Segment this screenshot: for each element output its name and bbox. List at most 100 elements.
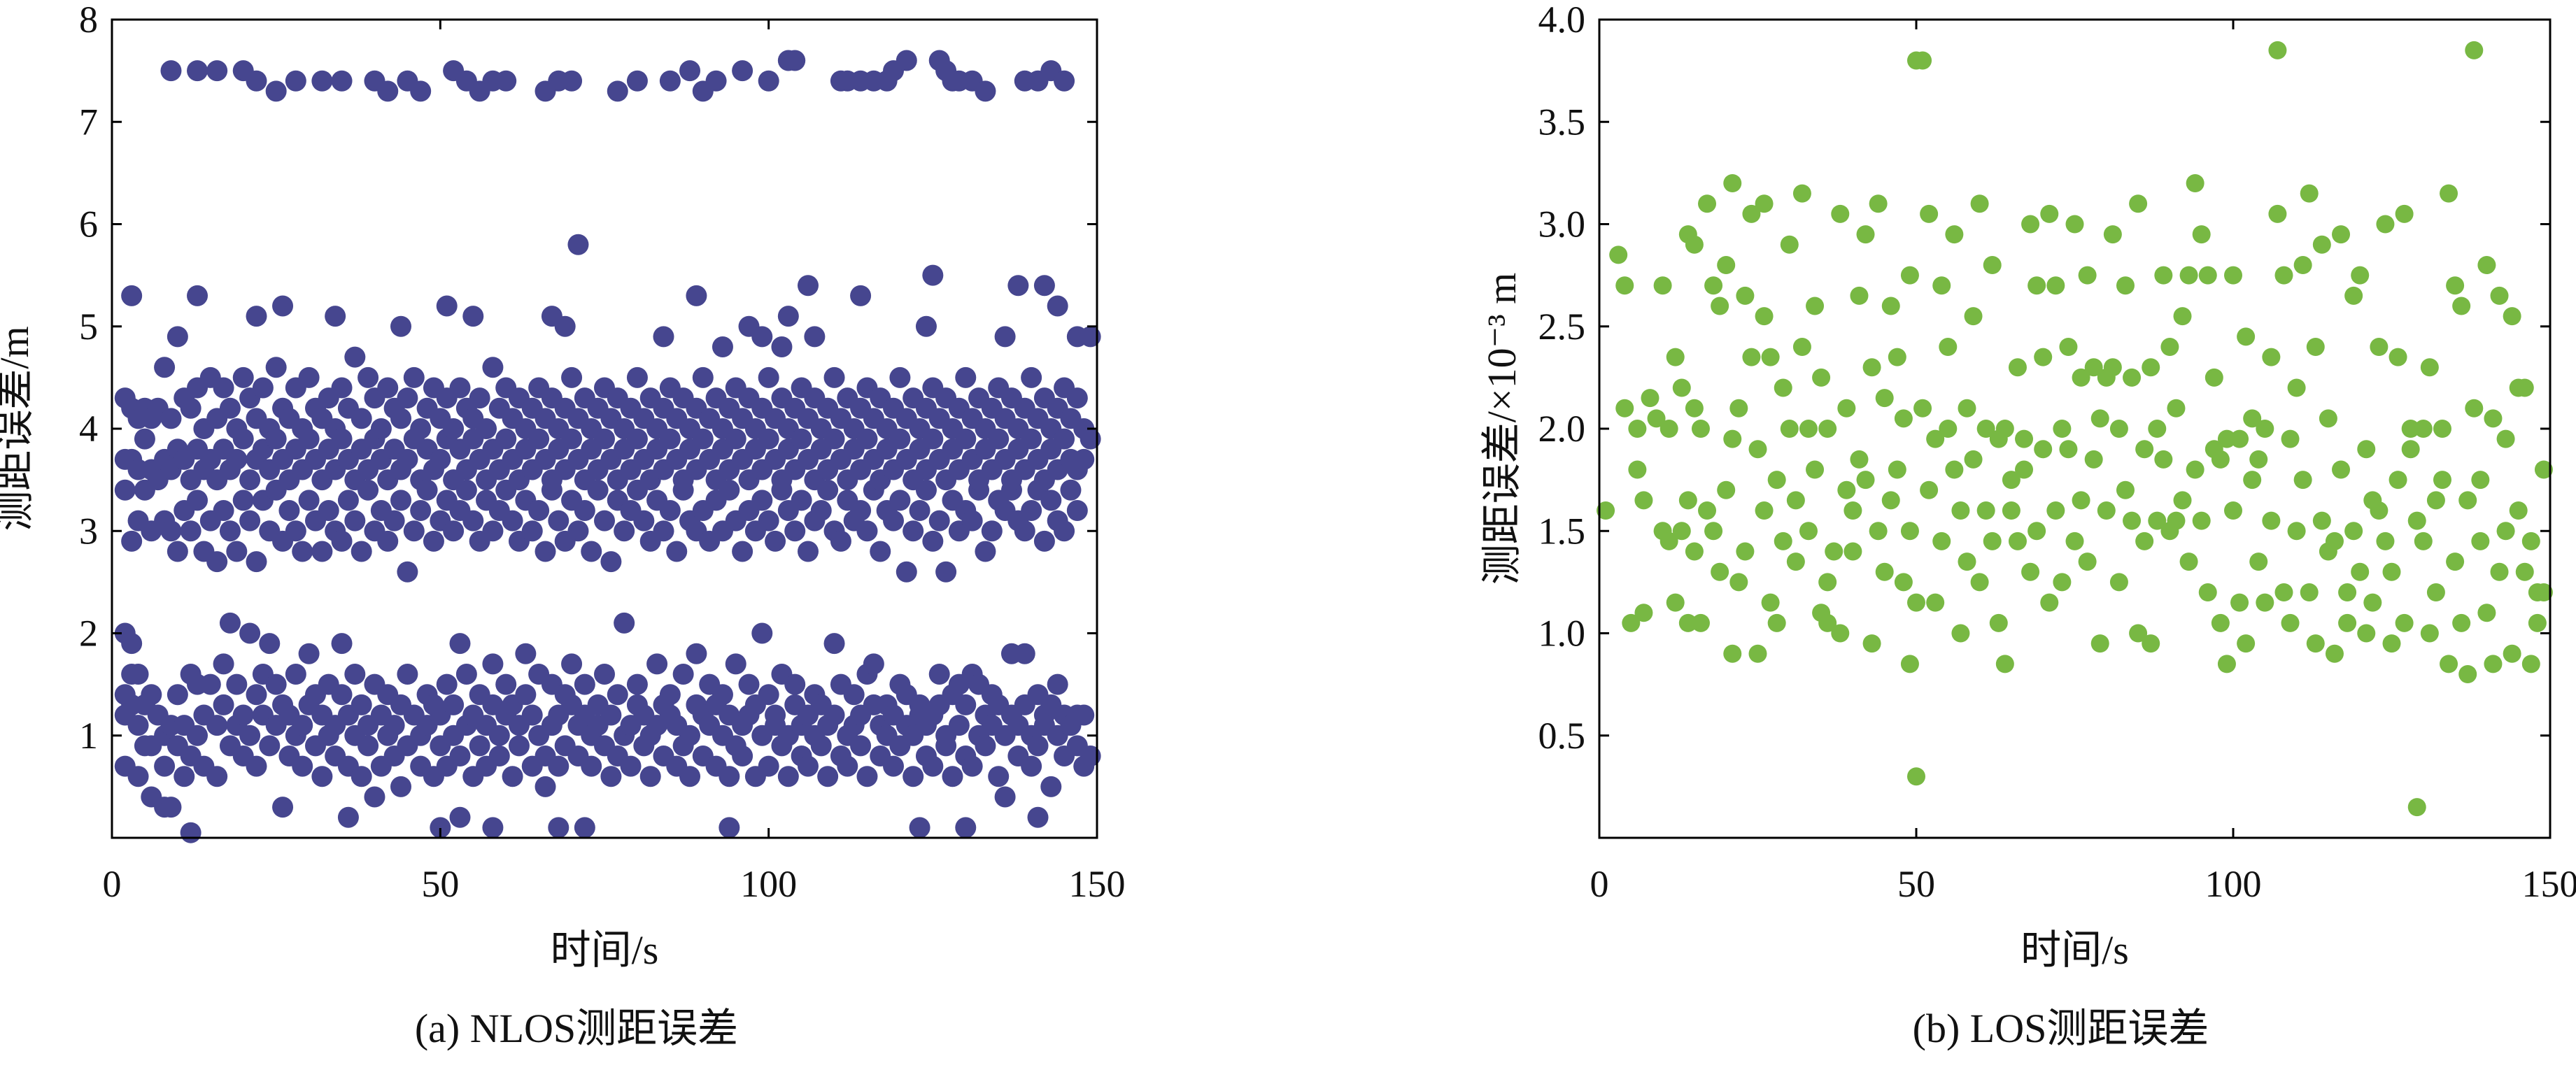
los-point [2426, 491, 2445, 510]
los-point [1792, 184, 1811, 203]
nlos-point [594, 664, 615, 685]
los-point [1831, 624, 1850, 643]
nlos-point [259, 735, 281, 757]
nlos-point [298, 643, 320, 664]
panel-nlos: 0 50 100 150 1 2 3 4 5 6 7 8 时间/s 测距误差/m (a) NLOS测… [0, 0, 1126, 1051]
los-point [2319, 409, 2337, 428]
nlos-point [922, 264, 944, 286]
los-point [2376, 532, 2395, 550]
nlos-point [961, 755, 983, 777]
nlos-point [265, 428, 287, 450]
nlos-point [344, 664, 366, 685]
nlos-point [403, 366, 425, 388]
los-point [1780, 420, 1799, 438]
nlos-point [771, 336, 793, 357]
nlos-point [331, 684, 353, 706]
los-point [2534, 583, 2553, 601]
nlos-point [810, 735, 832, 757]
nlos-point [1080, 746, 1101, 766]
los-point [1755, 307, 1774, 326]
x-axis-label-a: 时间/s [551, 927, 659, 973]
nlos-point [232, 428, 254, 450]
y-axis-label-b: 测距误差/×10⁻³ m [1479, 273, 1524, 585]
los-point [2351, 266, 2370, 285]
los-point [2446, 552, 2465, 571]
nlos-point [482, 653, 504, 675]
nlos-point [719, 817, 740, 839]
los-point [1869, 522, 1888, 541]
nlos-point [285, 520, 306, 542]
nlos-point [121, 633, 143, 655]
los-point [1976, 501, 1995, 520]
y-tick-label: 3.5 [1538, 101, 1586, 143]
nlos-point [850, 500, 872, 521]
los-point [2433, 471, 2451, 490]
nlos-point [659, 70, 681, 92]
los-point [2109, 573, 2128, 592]
nlos-point [358, 479, 379, 501]
los-point [2490, 562, 2509, 581]
nlos-point [154, 755, 176, 777]
nlos-point [515, 643, 537, 664]
los-point [1831, 204, 1850, 223]
nlos-point [167, 541, 188, 562]
los-point [2034, 440, 2053, 459]
los-point [1983, 256, 2002, 274]
nlos-point [383, 510, 405, 532]
los-point [2015, 429, 2034, 448]
nlos-point [410, 80, 432, 102]
los-point [1755, 194, 1774, 213]
los-point [1672, 522, 1691, 541]
nlos-point [187, 490, 208, 511]
los-point [1653, 276, 1672, 295]
nlos-point [285, 70, 306, 92]
nlos-point [594, 510, 615, 532]
nlos-point [751, 326, 773, 348]
los-point [2090, 409, 2109, 428]
los-point [1792, 338, 1811, 356]
los-point [1742, 204, 1761, 223]
los-point [1678, 491, 1697, 510]
los-point [2167, 511, 2186, 530]
nlos-point [791, 490, 812, 511]
nlos-point [160, 797, 182, 818]
los-point [2382, 634, 2401, 653]
los-point [1964, 450, 1983, 469]
los-point [2135, 440, 2154, 459]
nlos-point [410, 418, 432, 439]
nlos-point [528, 500, 550, 521]
x-tick-label: 50 [1897, 863, 1935, 905]
los-point [2452, 613, 2471, 632]
nlos-point [423, 530, 444, 552]
los-point [2401, 440, 2420, 459]
los-point [1767, 471, 1786, 490]
nlos-point [331, 70, 353, 92]
nlos-point [462, 306, 484, 327]
nlos-point [548, 755, 569, 777]
y-tick-label: 2.0 [1538, 408, 1586, 450]
los-point [2256, 420, 2274, 438]
los-point [2287, 522, 2306, 541]
los-point [1634, 491, 1653, 510]
nlos-point [311, 541, 333, 562]
los-point [2103, 225, 2122, 244]
nlos-point [653, 520, 674, 542]
nlos-point [758, 510, 779, 532]
nlos-point [856, 520, 878, 542]
nlos-point [226, 541, 248, 562]
los-point [1862, 634, 1881, 653]
nlos-point [134, 428, 155, 450]
nlos-point [127, 664, 149, 685]
los-point [1685, 235, 1704, 254]
nlos-point [607, 684, 628, 706]
nlos-point [226, 673, 248, 695]
los-point [2490, 286, 2509, 305]
los-point [2243, 471, 2262, 490]
nlos-point [915, 315, 937, 337]
nlos-point [626, 673, 648, 695]
los-point [1628, 460, 1647, 479]
nlos-point [476, 418, 497, 439]
x-tick-label: 50 [421, 863, 459, 905]
los-point [1970, 194, 1989, 213]
nlos-point [1021, 428, 1042, 450]
